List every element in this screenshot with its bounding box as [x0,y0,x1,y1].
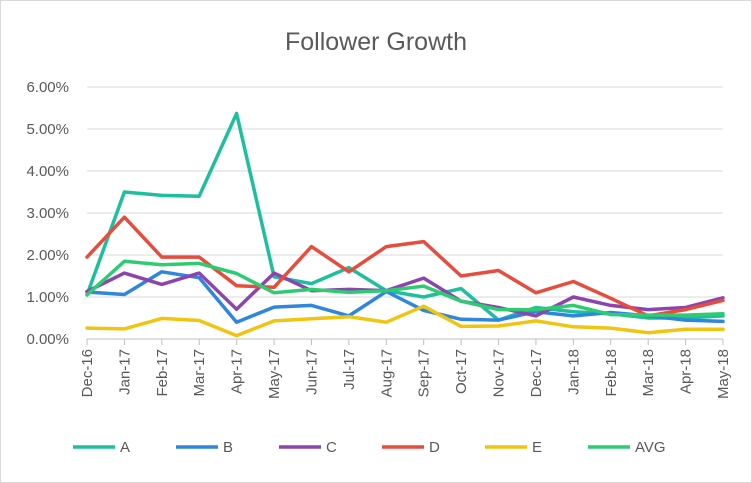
y-tick-label: 1.00% [26,289,69,306]
series-line-d [85,215,725,318]
x-tick-label: Mar-17 [191,349,208,397]
legend-label: A [120,439,130,456]
x-tick-label: Nov-17 [491,349,508,397]
series-line-c [85,271,725,318]
legend-label: AVG [635,439,666,456]
legend-item-b: B [176,439,233,456]
x-tick-label: Feb-17 [154,349,171,397]
x-tick-label: Oct-17 [453,349,470,394]
legend-item-avg: AVG [588,439,666,456]
x-tick-label: Feb-18 [603,349,620,397]
y-axis-tick-labels: 0.00% 1.00% 2.00% 3.00% 4.00% 5.00% 6.00% [26,79,69,348]
y-tick-label: 6.00% [26,79,69,96]
x-tick-label: Apr-17 [229,349,246,394]
y-tick-label: 4.00% [26,163,69,180]
x-tick-label: Dec-16 [79,349,96,397]
x-tick-label: May-18 [715,349,732,399]
legend-label: E [532,439,542,456]
gridlines [87,86,723,340]
x-tick-label: Jan-18 [565,349,582,395]
series-lines [85,111,725,338]
y-tick-label: 5.00% [26,121,69,138]
series-line-avg [85,259,725,317]
x-tick-label: Apr-18 [678,349,695,394]
legend-item-d: D [382,439,440,456]
x-tick-label: Jan-17 [116,349,133,395]
x-tick-label: Jul-17 [341,349,358,390]
chart-title: Follower Growth [285,28,467,56]
x-tick-label: Aug-17 [378,349,395,397]
legend-label: D [429,439,440,456]
legend-label: C [326,439,337,456]
legend-label: B [223,439,233,456]
legend-item-e: E [485,439,542,456]
legend-item-c: C [279,439,337,456]
x-tick-label: May-17 [266,349,283,399]
series-line-e [85,304,725,338]
legend: A B C D E AVG [73,439,666,456]
legend-item-a: A [73,439,130,456]
x-tick-label: Sep-17 [416,349,433,397]
x-tick-label: Dec-17 [528,349,545,397]
x-tick-label: Jun-17 [303,349,320,395]
y-tick-label: 0.00% [26,331,69,348]
y-tick-label: 2.00% [26,247,69,264]
x-axis-tick-labels: Dec-16 Jan-17 Feb-17 Mar-17 Apr-17 May-17 Jun-… [79,339,732,399]
y-tick-label: 3.00% [26,205,69,222]
x-tick-label: Mar-18 [640,349,657,397]
